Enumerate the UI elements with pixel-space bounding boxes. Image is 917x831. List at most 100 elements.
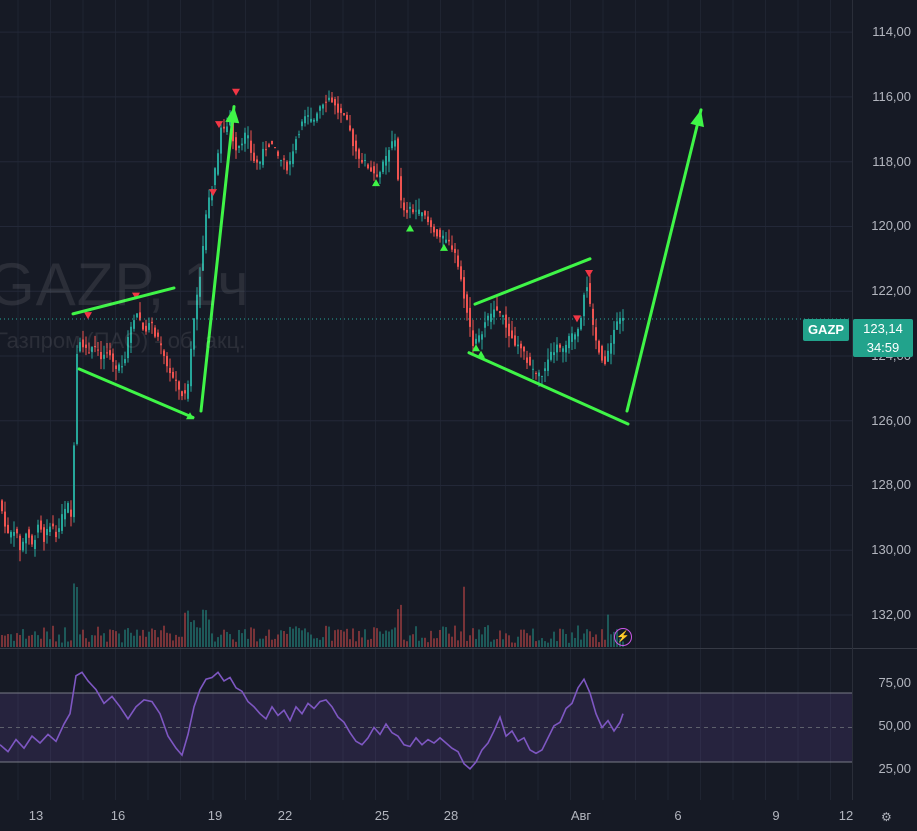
candle-body bbox=[286, 161, 288, 171]
volume-bar bbox=[394, 627, 396, 647]
volume-bar bbox=[472, 628, 474, 647]
volume-bar bbox=[598, 642, 600, 647]
candle-body bbox=[433, 226, 435, 233]
candle-body bbox=[154, 327, 156, 337]
buy-signal-marker bbox=[372, 179, 380, 187]
volume-bar bbox=[244, 629, 246, 647]
volume-bar bbox=[601, 629, 603, 647]
candle-body bbox=[490, 313, 492, 322]
candle-body bbox=[13, 532, 15, 536]
volume-bar bbox=[160, 630, 162, 647]
candle-body bbox=[448, 239, 450, 242]
watermark-title: GAZP, 1ч bbox=[0, 251, 250, 318]
volume-bar bbox=[217, 637, 219, 647]
volume-bar bbox=[493, 639, 495, 647]
volume-bar bbox=[610, 634, 612, 647]
candle-body bbox=[469, 307, 471, 327]
volume-bar bbox=[184, 612, 186, 647]
candle-body bbox=[460, 266, 462, 280]
lightning-icon[interactable]: ⚡ bbox=[614, 628, 632, 646]
trend-line bbox=[467, 351, 630, 426]
time-tick-label: 19 bbox=[207, 808, 223, 823]
volume-bar bbox=[196, 627, 198, 647]
volume-bar bbox=[295, 626, 297, 647]
volume-bar bbox=[118, 633, 120, 647]
candle-body bbox=[229, 119, 231, 126]
volume-bar bbox=[367, 639, 369, 647]
volume-bar bbox=[172, 640, 174, 647]
volume-bar bbox=[556, 641, 558, 647]
candle-body bbox=[217, 153, 219, 175]
volume-bar bbox=[595, 634, 597, 647]
volume-bar bbox=[571, 632, 573, 647]
volume-bar bbox=[37, 635, 39, 647]
volume-bar bbox=[373, 627, 375, 647]
volume-bar bbox=[457, 640, 459, 647]
candle-body bbox=[268, 144, 270, 148]
last-price-tag: 123,14 34:59 bbox=[853, 319, 913, 357]
volume-bar bbox=[340, 629, 342, 647]
volume-bar bbox=[112, 630, 114, 647]
candle-body bbox=[220, 127, 222, 154]
volume-bar bbox=[322, 637, 324, 647]
volume-bar bbox=[136, 629, 138, 647]
candle-body bbox=[577, 328, 579, 337]
volume-bar bbox=[400, 604, 402, 647]
candle-body bbox=[379, 172, 381, 178]
candle-body bbox=[553, 352, 555, 356]
price-tick-label: 130,00 bbox=[871, 542, 911, 558]
volume-bar bbox=[358, 630, 360, 647]
candle-body bbox=[508, 323, 510, 337]
volume-bar bbox=[544, 641, 546, 647]
candle-body bbox=[466, 294, 468, 313]
candle-body bbox=[355, 140, 357, 152]
buy-signal-marker bbox=[406, 224, 414, 232]
candle-body bbox=[361, 160, 363, 163]
candle-body bbox=[61, 514, 63, 531]
candle-body bbox=[223, 126, 225, 129]
candle-body bbox=[370, 167, 372, 172]
candle-body bbox=[4, 511, 6, 527]
candle-body bbox=[538, 372, 540, 377]
volume-bar bbox=[415, 626, 417, 647]
candle-body bbox=[58, 528, 60, 532]
candle-body bbox=[271, 140, 273, 145]
volume-bar bbox=[139, 635, 141, 647]
volume-bar bbox=[388, 631, 390, 647]
trend-line bbox=[77, 367, 195, 419]
volume-bar bbox=[34, 631, 36, 647]
volume-bar bbox=[73, 583, 75, 647]
volume-bar bbox=[229, 634, 231, 647]
candle-body bbox=[610, 343, 612, 354]
candle-body bbox=[100, 351, 102, 360]
candle-body bbox=[388, 150, 390, 162]
volume-bar bbox=[523, 629, 525, 647]
candle-body bbox=[511, 330, 513, 339]
candle-body bbox=[346, 114, 348, 120]
volume-bar bbox=[61, 642, 63, 647]
settings-icon[interactable]: ⚙ bbox=[881, 810, 892, 824]
buy-signal-marker bbox=[440, 243, 448, 251]
volume-bar bbox=[505, 633, 507, 647]
volume-bar bbox=[448, 633, 450, 647]
price-tick-label: 114,00 bbox=[872, 24, 911, 40]
volume-bar bbox=[262, 638, 264, 647]
candle-body bbox=[319, 106, 321, 111]
candle-body bbox=[442, 235, 444, 239]
volume-bar bbox=[1, 635, 3, 647]
volume-bar bbox=[256, 641, 258, 647]
volume-bar bbox=[127, 628, 129, 647]
candle-body bbox=[385, 156, 387, 166]
trend-line bbox=[473, 257, 592, 306]
candle-body bbox=[496, 306, 498, 311]
candle-body bbox=[436, 229, 438, 237]
volume-bar bbox=[148, 631, 150, 647]
volume-bar bbox=[328, 626, 330, 647]
volume-bar bbox=[286, 633, 288, 647]
volume-bar bbox=[19, 634, 21, 647]
volume-bar bbox=[202, 609, 204, 647]
volume-bar bbox=[379, 631, 381, 647]
candle-body bbox=[109, 350, 111, 356]
price-tick-label: 126,00 bbox=[871, 412, 911, 428]
